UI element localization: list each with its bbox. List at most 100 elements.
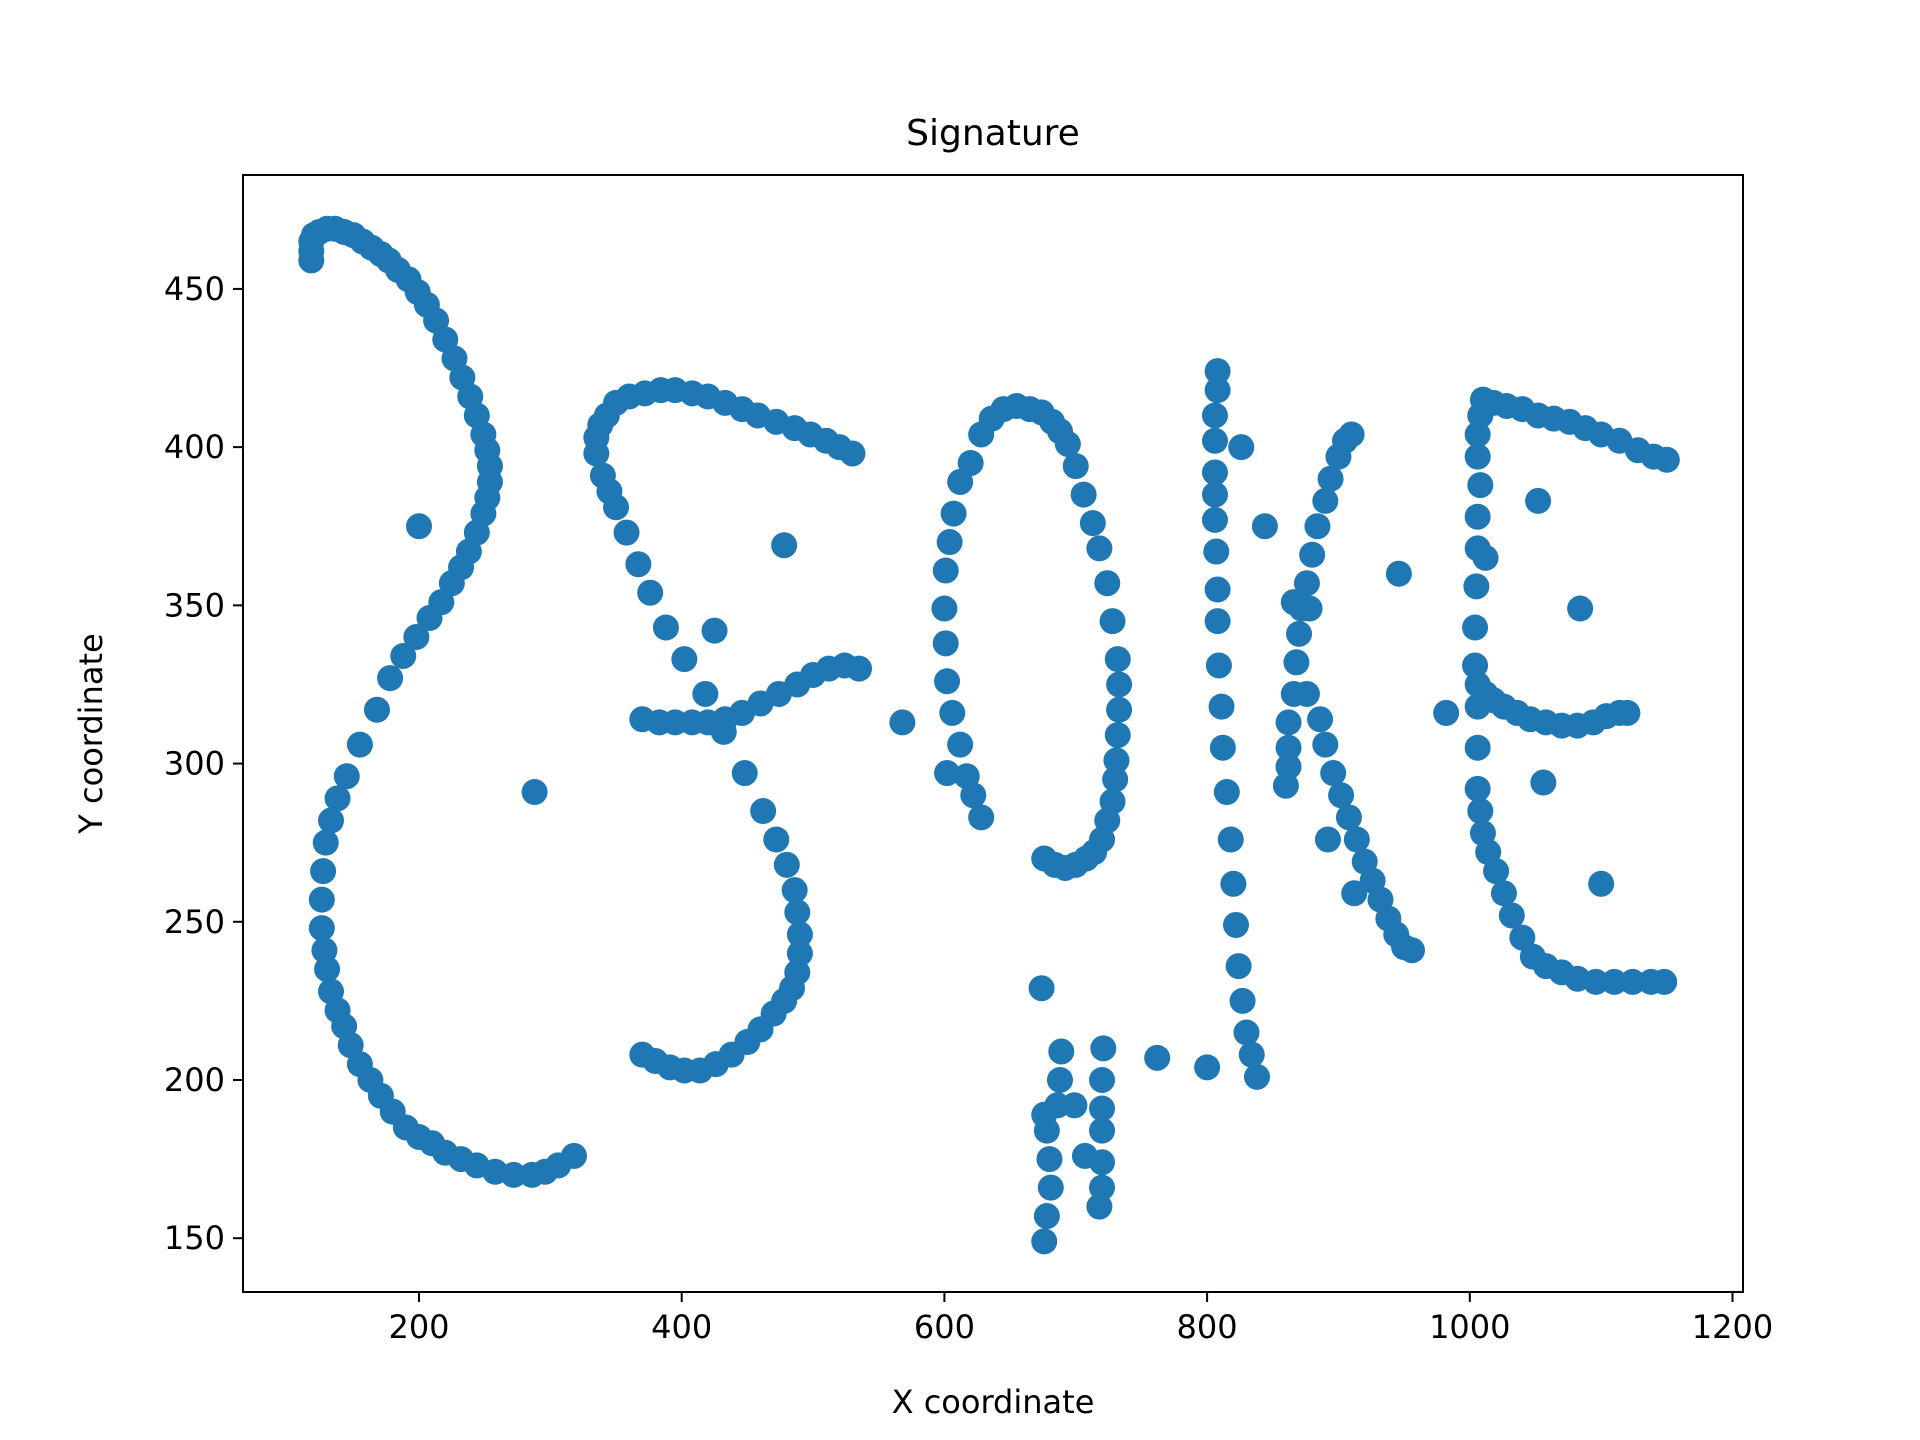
data-point: [931, 595, 958, 622]
data-point: [968, 804, 995, 831]
data-point: [1061, 1092, 1088, 1119]
data-point: [1089, 1174, 1116, 1201]
data-point: [625, 551, 652, 578]
data-point: [1046, 1066, 1073, 1093]
data-point: [1086, 1193, 1113, 1220]
data-point: [1343, 826, 1370, 853]
data-point: [1280, 589, 1307, 616]
data-point: [363, 696, 390, 723]
data-point: [521, 779, 548, 806]
data-point: [1194, 1054, 1221, 1081]
data-point: [1463, 573, 1490, 600]
y-tick-label: 350: [164, 586, 225, 624]
data-point: [1089, 1149, 1116, 1176]
data-point: [1582, 968, 1609, 995]
x-tick-label: 1200: [1692, 1308, 1773, 1346]
data-point: [1464, 693, 1491, 720]
data-point: [1317, 465, 1344, 492]
data-point: [1104, 722, 1131, 749]
data-point: [1201, 427, 1228, 454]
x-tick-label: 1000: [1429, 1308, 1510, 1346]
data-point: [1467, 402, 1494, 429]
data-point: [781, 877, 808, 904]
data-point: [1233, 1019, 1260, 1046]
data-point: [1099, 608, 1126, 635]
data-point: [1089, 1095, 1116, 1122]
data-point: [1205, 652, 1232, 679]
data-point: [314, 956, 341, 983]
data-point: [333, 763, 360, 790]
data-point: [1033, 1117, 1060, 1144]
data-point: [1208, 693, 1235, 720]
data-point: [1033, 1203, 1060, 1230]
y-tick-label: 250: [164, 903, 225, 941]
data-point: [1467, 798, 1494, 825]
data-point: [786, 940, 813, 967]
data-point: [1201, 459, 1228, 486]
data-point: [1079, 510, 1106, 537]
data-point: [934, 760, 961, 787]
data-point: [311, 937, 338, 964]
data-point: [560, 1142, 587, 1169]
data-point: [1103, 747, 1130, 774]
data-point: [1204, 608, 1231, 635]
data-point: [1238, 1041, 1265, 1068]
data-point: [1614, 699, 1641, 726]
data-point: [1213, 779, 1240, 806]
data-point: [1312, 731, 1339, 758]
data-point: [1201, 506, 1228, 533]
data-point: [1102, 766, 1129, 793]
data-point: [773, 851, 800, 878]
data-point: [1472, 544, 1499, 571]
data-point: [403, 623, 430, 650]
data-point: [750, 798, 777, 825]
data-point: [1037, 1174, 1064, 1201]
data-point: [1275, 709, 1302, 736]
data-point: [1307, 706, 1334, 733]
data-point: [324, 785, 351, 812]
data-point: [318, 807, 345, 834]
data-point: [312, 829, 339, 856]
x-axis-ticks: 200 400 600 800 1000 1200: [388, 1292, 1773, 1346]
data-point: [1220, 870, 1247, 897]
data-point: [603, 494, 630, 521]
data-point: [1201, 402, 1228, 429]
data-point: [1106, 671, 1133, 698]
data-point: [763, 826, 790, 853]
data-point: [1244, 1063, 1271, 1090]
data-point: [940, 500, 967, 527]
data-point: [932, 557, 959, 584]
data-point: [1464, 443, 1491, 470]
data-point: [1304, 513, 1331, 540]
data-point: [390, 642, 417, 669]
data-point: [1433, 699, 1460, 726]
data-point: [1048, 1038, 1075, 1065]
data-point: [1314, 826, 1341, 853]
data-point: [1062, 453, 1089, 480]
data-point: [1338, 421, 1365, 448]
data-point: [346, 731, 373, 758]
data-point: [784, 899, 811, 926]
data-point: [308, 915, 335, 942]
data-point: [1341, 880, 1368, 907]
data-point: [1054, 430, 1081, 457]
data-point: [1286, 620, 1313, 647]
data-point: [1483, 858, 1510, 885]
y-axis-label: Y coordinate: [72, 633, 110, 834]
data-point: [1619, 968, 1646, 995]
data-point: [1070, 481, 1097, 508]
data-point: [1283, 649, 1310, 676]
x-tick-label: 400: [651, 1308, 712, 1346]
data-point: [1601, 968, 1628, 995]
data-point: [947, 468, 974, 495]
data-point: [692, 680, 719, 707]
data-point: [839, 440, 866, 467]
data-point: [438, 570, 465, 597]
data-point: [1228, 434, 1255, 461]
data-point: [846, 655, 873, 682]
data-point: [1525, 487, 1552, 514]
data-point: [1144, 1044, 1171, 1071]
data-point: [1653, 446, 1680, 473]
data-point: [1272, 772, 1299, 799]
